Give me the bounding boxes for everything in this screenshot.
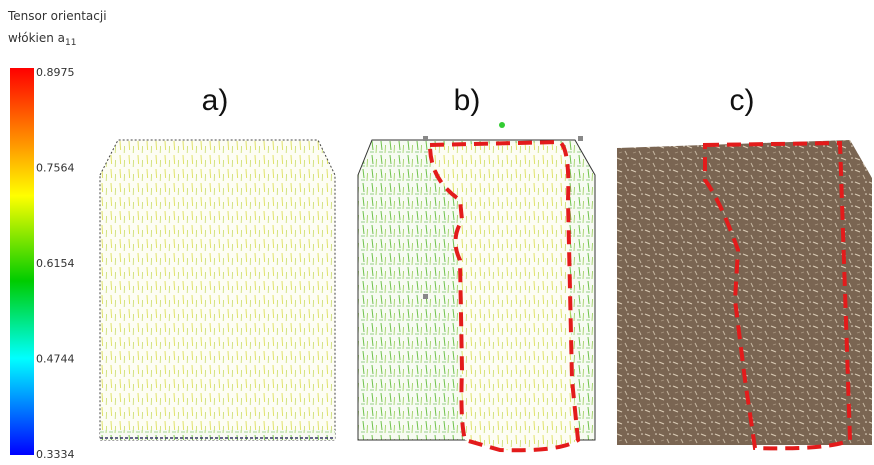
panel-label: c) (730, 84, 755, 117)
figure: Tensor orientacji włókien a11 0.8975 0.75… (0, 0, 874, 461)
color-bar-tick-label: 0.3334 (36, 448, 75, 461)
photo-c (617, 140, 872, 445)
handle (423, 294, 428, 299)
legend-subscript: 11 (65, 38, 76, 48)
legend-title: włókien a11 (8, 31, 76, 48)
handle (499, 122, 505, 128)
panel-label: a) (202, 84, 229, 117)
legend-title-text: włókien a (8, 31, 65, 45)
simulation-a (100, 140, 335, 440)
color-bar-tick-label: 0.8975 (36, 66, 75, 79)
color-bar-tick-label: 0.7564 (36, 162, 75, 175)
color-bar-tick-label: 0.4744 (36, 353, 75, 366)
handle (423, 136, 428, 141)
legend-title: Tensor orientacji (7, 9, 107, 23)
page: {"legend": {"title_line1": "Tensor orien… (0, 0, 874, 461)
panel-label: b) (454, 84, 481, 117)
handle (578, 136, 583, 141)
color-bar-ticks: 0.8975 0.7564 0.6154 0.4744 0.3334 (36, 66, 75, 461)
color-bar (10, 68, 34, 455)
color-bar-tick-label: 0.6154 (36, 257, 75, 270)
